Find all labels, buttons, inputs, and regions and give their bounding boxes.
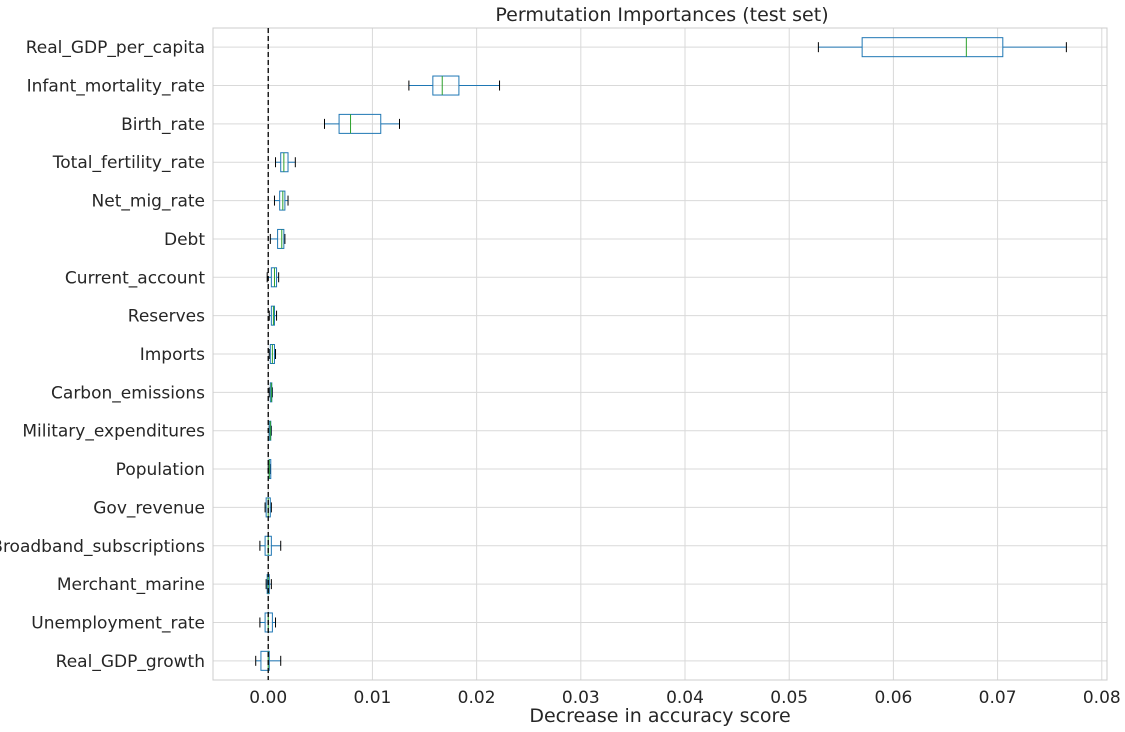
interquartile-box — [270, 305, 275, 326]
y-tick-label: Reserves — [128, 307, 205, 327]
box-debt — [269, 228, 286, 249]
box-military-expenditures — [268, 420, 272, 441]
x-tick-label: 0.06 — [874, 688, 912, 708]
y-tick-label: Current_account — [65, 268, 205, 288]
box-real-gdp-per-capita — [817, 37, 1067, 58]
x-tick-label: 0.05 — [770, 688, 808, 708]
x-axis-label: Decrease in accuracy score — [529, 705, 790, 727]
box-carbon-emissions — [268, 382, 273, 403]
box-net-mig-rate — [273, 190, 289, 211]
y-tick-label: Gov_revenue — [93, 498, 205, 518]
y-tick-label: Merchant_marine — [57, 575, 205, 595]
box-current-account — [266, 267, 280, 288]
y-tick-label: Infant_mortality_rate — [27, 77, 205, 97]
interquartile-box — [277, 228, 285, 249]
y-tick-labels: Real_GDP_per_capita Infant_mortality_rate… — [0, 38, 205, 672]
interquartile-box — [270, 267, 278, 288]
y-tick-label: Unemployment_rate — [31, 613, 205, 633]
interquartile-box — [279, 190, 286, 211]
y-tick-label: Military_expenditures — [22, 422, 205, 442]
grid-lines — [213, 28, 1107, 680]
box-broadband-subscriptions — [259, 535, 282, 556]
x-tick-label: 0.08 — [1083, 688, 1121, 708]
boxplot-boxes — [255, 37, 1067, 671]
x-tick-label: 0.04 — [666, 688, 704, 708]
y-tick-label: Population — [116, 460, 205, 480]
box-birth-rate — [323, 113, 401, 134]
y-tick-label: Real_GDP_growth — [56, 652, 205, 672]
interquartile-box — [861, 37, 1004, 58]
x-tick-label: 0.01 — [353, 688, 391, 708]
y-tick-label: Imports — [140, 345, 205, 365]
interquartile-box — [260, 650, 270, 671]
y-tick-label: Total_fertility_rate — [52, 153, 205, 173]
interquartile-box — [338, 113, 382, 134]
x-tick-label: 0.00 — [249, 688, 287, 708]
y-tick-label: Debt — [164, 230, 205, 250]
chart-title: Permutation Importances (test set) — [495, 4, 828, 26]
interquartile-box — [432, 75, 460, 96]
y-tick-label: Real_GDP_per_capita — [26, 38, 205, 58]
y-tick-label: Carbon_emissions — [51, 383, 205, 403]
y-tick-label: Birth_rate — [121, 115, 205, 135]
box-imports — [268, 344, 277, 364]
x-tick-label: 0.07 — [979, 688, 1017, 708]
interquartile-box — [280, 152, 289, 173]
y-tick-label: Broadband_subscriptions — [0, 537, 205, 557]
plot-frame — [212, 27, 1108, 681]
x-tick-label: 0.02 — [458, 688, 496, 708]
box-total-fertility-rate — [275, 152, 296, 173]
y-tick-label: Net_mig_rate — [92, 192, 205, 212]
box-infant-mortality-rate — [408, 75, 501, 96]
x-tick-label: 0.03 — [562, 688, 600, 708]
x-tick-labels: 0.00 0.01 0.02 0.03 0.04 0.05 0.06 0.07 0.08 — [249, 688, 1120, 708]
box-reserves — [268, 305, 278, 326]
